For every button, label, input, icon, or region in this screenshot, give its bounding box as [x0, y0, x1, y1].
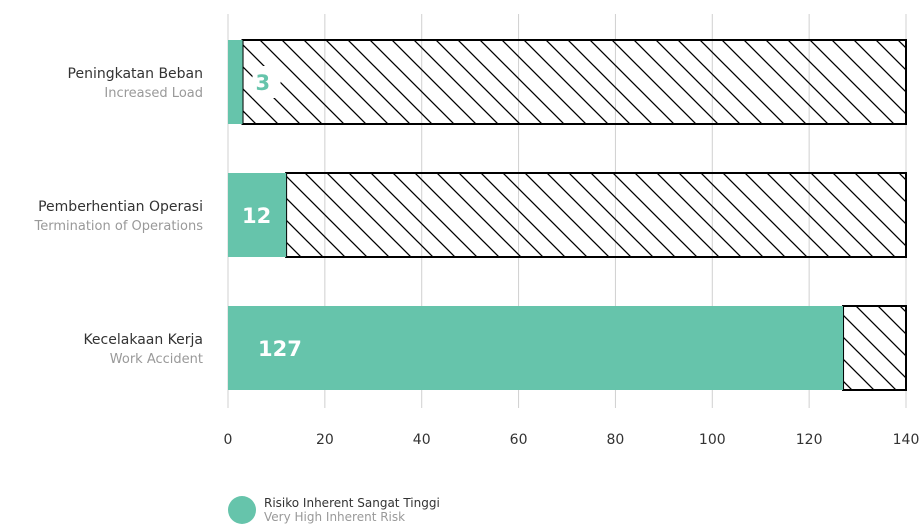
- bar-remainder: [241, 39, 907, 125]
- x-tick-label: 20: [316, 432, 334, 448]
- value-label-bg: [252, 66, 281, 98]
- bar-value-label: 127: [258, 337, 302, 361]
- bar-value: [228, 306, 844, 390]
- bar-value: [228, 40, 243, 124]
- legend-swatch: [228, 496, 256, 524]
- category-labels: Peningkatan Beban Increased Load Pemberhen…: [34, 66, 204, 367]
- category-sublabel: Increased Load: [104, 86, 203, 101]
- legend-label: Risiko Inherent Sangat Tinggi: [264, 496, 440, 510]
- bar-remainder: [285, 172, 908, 258]
- bar-remainder: [842, 305, 907, 391]
- x-tick-label: 0: [224, 432, 233, 448]
- x-tick-label: 120: [796, 432, 823, 448]
- category-label: Pemberhentian Operasi: [38, 199, 203, 215]
- bar-value-label: 3: [256, 71, 271, 95]
- category-label: Peningkatan Beban: [68, 66, 203, 82]
- bar-value: [228, 173, 287, 257]
- category-sublabel: Work Accident: [110, 352, 203, 367]
- legend: Risiko Inherent Sangat Tinggi Very High …: [228, 496, 440, 524]
- x-tick-label: 80: [607, 432, 625, 448]
- x-tick-label: 100: [699, 432, 726, 448]
- x-tick-label: 60: [510, 432, 528, 448]
- bars: 3 12 127: [228, 39, 908, 391]
- bar-value-label: 12: [242, 204, 271, 228]
- x-tick-label: 140: [893, 432, 920, 448]
- category-label: Kecelakaan Kerja: [83, 332, 203, 348]
- x-tick-label: 40: [413, 432, 431, 448]
- x-axis-ticks: 0 20 40 60 80 100 120 140: [224, 432, 920, 448]
- legend-sublabel: Very High Inherent Risk: [264, 510, 406, 524]
- category-sublabel: Termination of Operations: [34, 219, 204, 234]
